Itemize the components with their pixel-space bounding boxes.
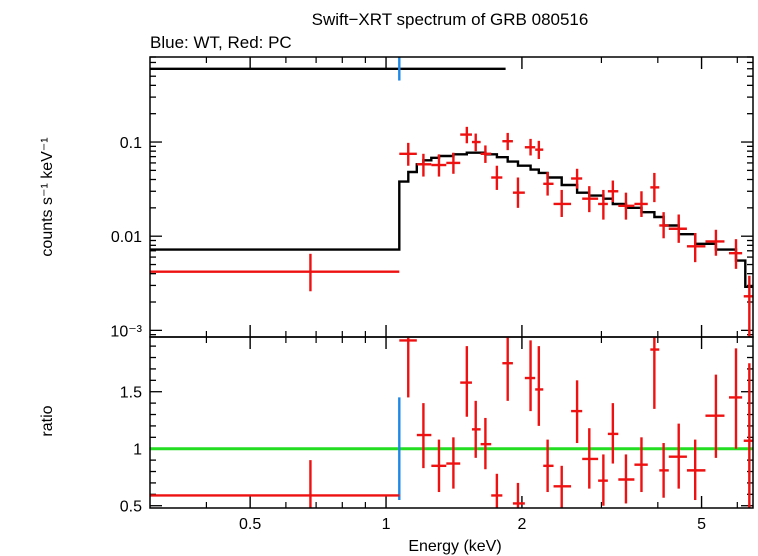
pc-data-point: [743, 275, 753, 337]
chart-title: Swift−XRT spectrum of GRB 080516: [312, 10, 589, 29]
pc-data-point: [150, 253, 400, 292]
pc-ratio-point: [512, 482, 525, 508]
pc-data-point: [553, 189, 572, 217]
spectrum-frame: [149, 56, 754, 338]
bottom-y-axis-label: ratio: [39, 405, 56, 436]
pc-ratio-point: [491, 473, 503, 508]
x-tick-label: 0.5: [239, 516, 261, 533]
pc-ratio-point: [650, 337, 660, 409]
pc-data-point: [659, 212, 669, 239]
pc-data-point: [431, 154, 447, 177]
pc-data-point: [399, 142, 417, 166]
pc-data-point: [607, 180, 619, 203]
pc-data-point: [471, 133, 481, 152]
pc-data-point: [543, 172, 554, 196]
pc-data-point: [618, 192, 635, 220]
pc-ratio-point: [686, 439, 706, 501]
y-tick-label: 0.5: [120, 499, 142, 516]
pc-ratio-point: [705, 374, 725, 458]
pc-data-point: [650, 172, 660, 203]
pc-ratio-point: [446, 437, 461, 489]
x-tick-label: 2: [517, 516, 526, 533]
x-tick-label: 5: [697, 516, 706, 533]
pc-ratio-point: [607, 403, 619, 464]
pc-ratio-point: [634, 437, 648, 493]
pc-data-point: [480, 145, 492, 163]
pc-ratio-point: [598, 454, 608, 506]
pc-ratio-point: [659, 443, 669, 498]
pc-ratio-point: [416, 403, 432, 469]
pc-ratio-point: [150, 460, 400, 508]
pc-data-point: [502, 132, 513, 151]
ratio-panel: 0.5 1 1.5 0.5 1 2 5: [120, 336, 754, 533]
y-tick-label: 1.5: [120, 385, 142, 402]
pc-data-point: [728, 239, 743, 269]
top-y-axis-label: counts s⁻¹ keV⁻¹: [39, 137, 56, 256]
y-tick-label: 10⁻³: [110, 323, 142, 340]
x-axis-label: Energy (keV): [408, 538, 501, 555]
pc-ratio-point: [471, 400, 481, 458]
pc-ratio-point: [502, 337, 513, 401]
pc-data-point: [524, 138, 536, 156]
pc-ratio-point: [543, 439, 554, 493]
pc-data-point: [416, 153, 432, 177]
x-tick-label: 1: [382, 516, 391, 533]
pc-data-point: [705, 229, 725, 256]
y-tick-label: 0.1: [120, 135, 142, 152]
pc-data-point: [634, 191, 648, 217]
pc-ratio-point: [582, 428, 599, 489]
chart-subtitle: Blue: WT, Red: PC: [150, 33, 292, 52]
pc-ratio-point: [553, 465, 572, 508]
pc-ratio-point: [668, 423, 687, 489]
pc-ratio-point: [535, 346, 544, 426]
pc-data-point: [491, 165, 503, 190]
pc-ratio-point: [571, 380, 583, 444]
pc-data-point: [446, 152, 461, 174]
y-tick-label: 1: [133, 442, 142, 459]
pc-ratio-point: [524, 340, 536, 412]
pc-data-point: [571, 168, 583, 189]
pc-data-point: [512, 177, 525, 208]
spectrum-panel: 10⁻³ 0.01 0.1: [110, 56, 754, 340]
pc-data-point: [598, 189, 608, 220]
pc-data-point: [582, 186, 599, 213]
pc-ratio-point: [431, 439, 447, 493]
pc-data-point: [535, 140, 544, 160]
pc-ratio-point: [618, 454, 635, 504]
y-tick-label: 0.01: [111, 229, 142, 246]
pc-data-point: [460, 126, 472, 144]
pc-data-point: [668, 214, 687, 243]
pc-ratio-point: [728, 348, 743, 449]
pc-data-point: [686, 233, 706, 263]
pc-ratio-point: [480, 417, 492, 470]
ratio-frame: [149, 336, 754, 509]
pc-ratio-point: [460, 346, 472, 417]
pc-ratio-point: [743, 363, 753, 508]
pc-ratio-point: [399, 337, 417, 398]
